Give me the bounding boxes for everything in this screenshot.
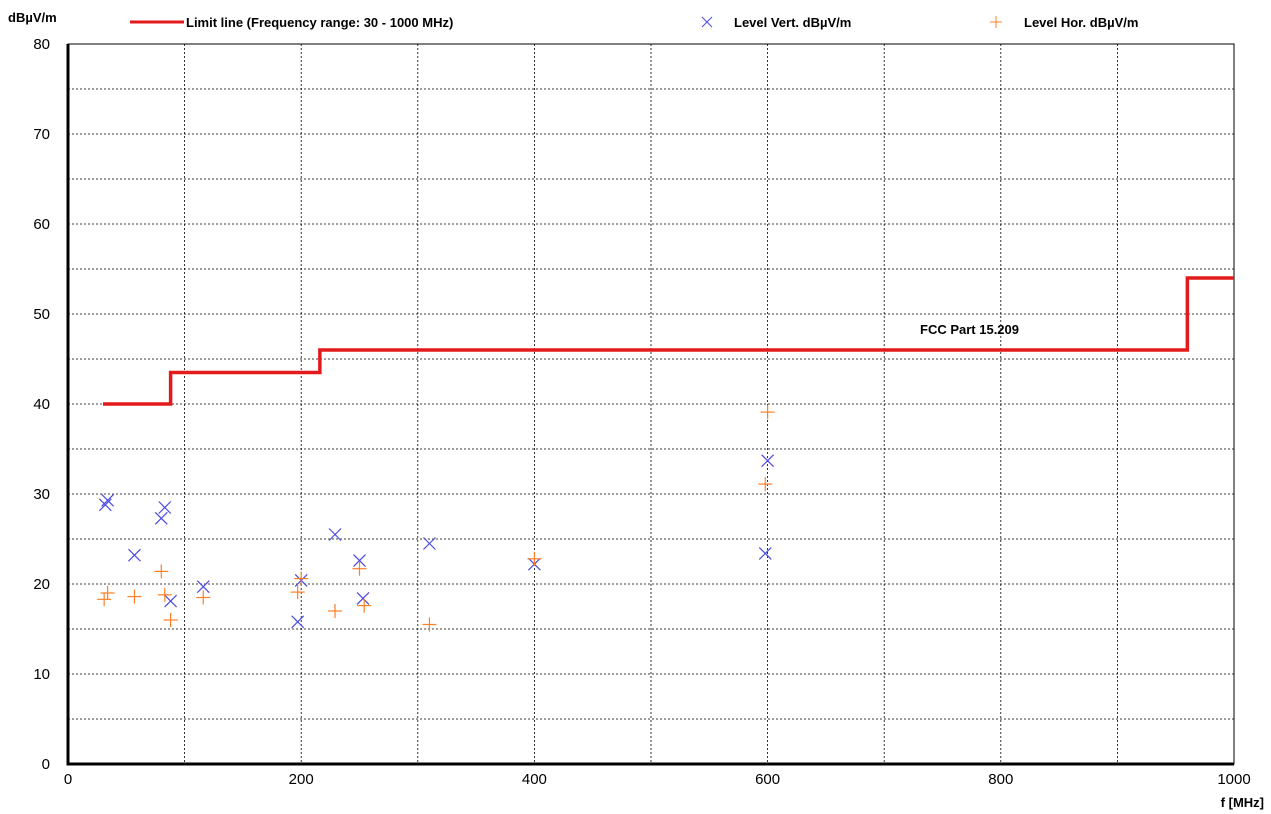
hor-level-marker [290,585,305,600]
x-tick-label: 400 [522,771,547,788]
y-tick-label: 30 [33,486,50,503]
hor-level-marker [758,477,773,492]
vert-level-marker [328,528,342,541]
hor-level-marker [352,561,367,576]
hor-level-marker [163,613,178,627]
y-axis-label: dBµV/m [8,10,57,25]
y-tick-label: 50 [33,306,50,323]
hor-level-marker [97,592,112,607]
vert-level-marker [423,537,436,550]
vert-level-marker [101,493,115,507]
legend-vert-swatch [701,16,713,28]
vert-level-marker [196,580,210,594]
y-tick-label: 20 [33,576,50,593]
legend-limit-label: Limit line (Frequency range: 30 - 1000 M… [186,15,453,30]
hor-level-marker [196,590,211,605]
hor-level-marker [527,551,542,566]
vert-level-marker [353,554,366,568]
hor-level-marker [127,589,142,604]
vert-level-marker [98,498,112,512]
data-marks [97,405,775,632]
y-tick-label: 0 [42,756,50,773]
grid [67,43,1235,765]
hor-level-marker [357,598,372,613]
x-axis-label: f [MHz] [1221,795,1264,810]
vert-level-marker [164,594,178,608]
x-tick-label: 200 [289,771,314,788]
x-tick-label: 0 [64,771,72,788]
x-tick-label: 1000 [1217,771,1250,788]
axes [66,44,1234,766]
vert-level-marker [758,546,772,560]
y-tick-label: 10 [33,666,50,683]
fcc-annotation: FCC Part 15.209 [920,322,1019,337]
hor-level-marker [294,571,309,586]
vert-level-marker [761,454,775,468]
legend: Limit line (Frequency range: 30 - 1000 M… [130,15,1138,30]
vert-level-marker [128,548,141,562]
hor-level-marker [328,604,343,618]
hor-level-marker [422,617,437,632]
hor-level-marker [760,405,775,420]
limit-line-group [102,276,1234,406]
legend-hor-label: Level Hor. dBµV/m [1024,15,1138,30]
y-tick-label: 60 [33,216,50,233]
y-tick-label: 40 [33,396,50,413]
hor-level-marker [157,587,172,602]
vert-level-marker [291,615,305,629]
hor-level-marker [100,586,115,600]
vert-level-marker [158,501,172,514]
x-tick-label: 600 [755,771,780,788]
x-tick-label: 800 [988,771,1013,788]
y-tick-label: 80 [33,36,50,53]
y-tick-label: 70 [33,126,50,143]
legend-vert-label: Level Vert. dBµV/m [734,15,851,30]
vert-level-marker [154,511,168,525]
hor-level-marker [154,564,169,579]
legend-hor-swatch [990,16,1002,28]
limit-line [102,276,1234,406]
vert-level-marker [356,591,370,605]
